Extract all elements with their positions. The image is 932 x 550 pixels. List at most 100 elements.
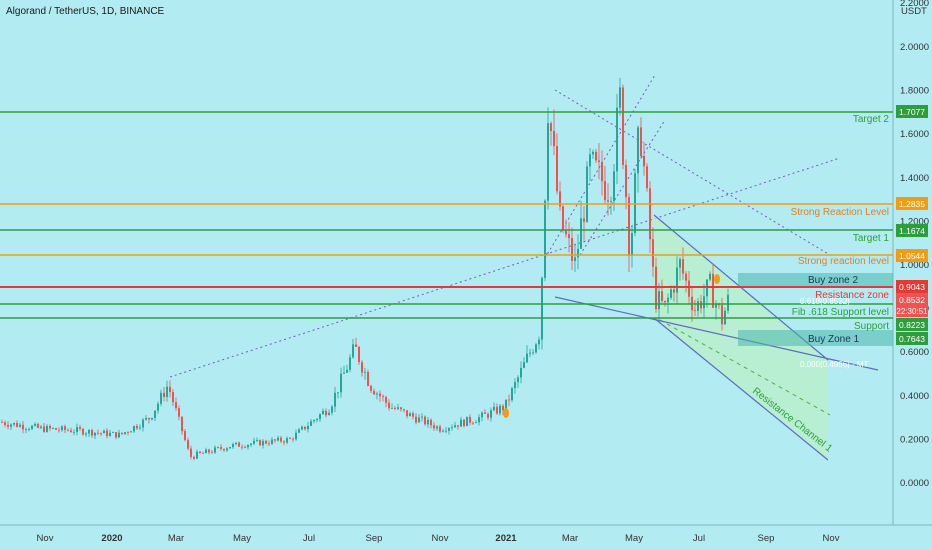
candle-body xyxy=(550,123,552,131)
candle-body xyxy=(490,410,492,418)
dotted-rise-line-2 xyxy=(579,119,666,256)
y-tick-label: 1.4000 xyxy=(900,173,929,184)
candle-body xyxy=(496,406,498,414)
resistance-zone-label: Resistance zone xyxy=(815,290,889,301)
candle-body xyxy=(190,448,192,457)
candle-body xyxy=(508,399,510,401)
candle-body xyxy=(469,416,471,423)
candle-body xyxy=(610,201,612,202)
candle-body xyxy=(277,437,279,441)
candle-body xyxy=(136,425,138,429)
candle-body xyxy=(541,277,543,340)
y-tick-label: 2.0000 xyxy=(900,42,929,53)
candle-body xyxy=(220,447,222,449)
candle-body xyxy=(523,362,525,368)
candle-body xyxy=(244,447,246,448)
candle-body xyxy=(145,418,147,420)
horizontal-levels xyxy=(0,111,893,319)
badge-support-text: 0.8223 xyxy=(899,320,925,330)
candle-body xyxy=(664,300,666,303)
candle-body xyxy=(340,373,342,393)
candle-body xyxy=(100,432,102,434)
candle-body xyxy=(187,440,189,449)
candle-body xyxy=(313,420,315,422)
candle-body xyxy=(37,423,39,428)
candle-body xyxy=(712,273,714,308)
buy-zone-1[interactable]: Buy Zone 1 xyxy=(738,330,893,346)
candle-body xyxy=(97,432,99,434)
candle-body xyxy=(643,155,645,167)
buy-zone-2[interactable]: Buy zone 2 xyxy=(738,273,893,286)
candle-body xyxy=(580,218,582,249)
candle-body xyxy=(532,352,534,354)
candle-body xyxy=(22,424,24,430)
candle-body xyxy=(139,427,141,429)
candle-body xyxy=(544,200,546,278)
candle-body xyxy=(334,392,336,407)
candle-body xyxy=(370,385,372,391)
buy-zone-1-box xyxy=(738,330,893,346)
candle-body xyxy=(217,447,219,448)
badge-target-2-text: 1.7077 xyxy=(899,107,925,117)
candle-body xyxy=(169,386,171,392)
badge-last-price-text: 0.8532 xyxy=(899,295,925,305)
candle-body xyxy=(361,362,363,373)
candle-body xyxy=(178,408,180,417)
x-tick-label: Jul xyxy=(693,533,705,544)
candle-body xyxy=(16,422,18,427)
candle-body xyxy=(685,273,687,281)
candle-body xyxy=(31,425,33,430)
candle-body xyxy=(430,419,432,426)
candle-body xyxy=(115,432,117,438)
candle-body xyxy=(76,427,78,433)
candle-body xyxy=(454,425,456,428)
candle-body xyxy=(283,441,285,443)
candle-body xyxy=(448,428,450,431)
candle-body xyxy=(241,446,243,448)
candle-body xyxy=(142,419,144,428)
x-tick-label: Nov xyxy=(432,533,449,544)
candle-body xyxy=(49,425,51,429)
badge-reaction-upper-text: 1.2835 xyxy=(899,199,925,209)
candle-body xyxy=(628,197,630,256)
x-tick-label: Mar xyxy=(562,533,578,544)
buy-zone-1-label: Buy Zone 1 xyxy=(808,334,860,345)
candle-body xyxy=(295,432,297,440)
candle-body xyxy=(253,440,255,444)
candle-body xyxy=(286,438,288,443)
badge-target-2 xyxy=(896,105,928,118)
candle-body xyxy=(400,407,402,410)
candle-body xyxy=(415,416,417,423)
candle-body xyxy=(157,403,159,411)
candle-body xyxy=(223,448,225,451)
candle-body xyxy=(127,432,129,434)
candle-body xyxy=(25,429,27,431)
candle-body xyxy=(622,87,624,165)
candle-body xyxy=(337,392,339,394)
candle-body xyxy=(598,160,600,162)
candle-body xyxy=(265,440,267,444)
candle-body xyxy=(91,429,93,436)
candle-body xyxy=(457,425,459,427)
candle-body xyxy=(364,372,366,373)
x-tick-label: Nov xyxy=(37,533,54,544)
candle-body xyxy=(487,413,489,418)
candle-body xyxy=(493,406,495,411)
candle-body xyxy=(592,151,594,155)
candle-body xyxy=(511,388,513,401)
x-tick-label: 2020 xyxy=(101,533,122,544)
buy-zone-2-label: Buy zone 2 xyxy=(808,275,858,286)
candle-body xyxy=(319,414,321,420)
candle-body xyxy=(88,429,90,434)
candle-body xyxy=(466,416,468,427)
candle-body xyxy=(52,428,54,429)
candle-body xyxy=(316,419,318,421)
candle-body xyxy=(124,432,126,434)
y-tick-label: 1.2000 xyxy=(900,216,929,227)
candle-body xyxy=(268,443,270,445)
badge-support-lower xyxy=(896,332,928,345)
candle-body xyxy=(472,422,474,424)
candle-body xyxy=(442,430,444,432)
candle-body xyxy=(235,442,237,445)
